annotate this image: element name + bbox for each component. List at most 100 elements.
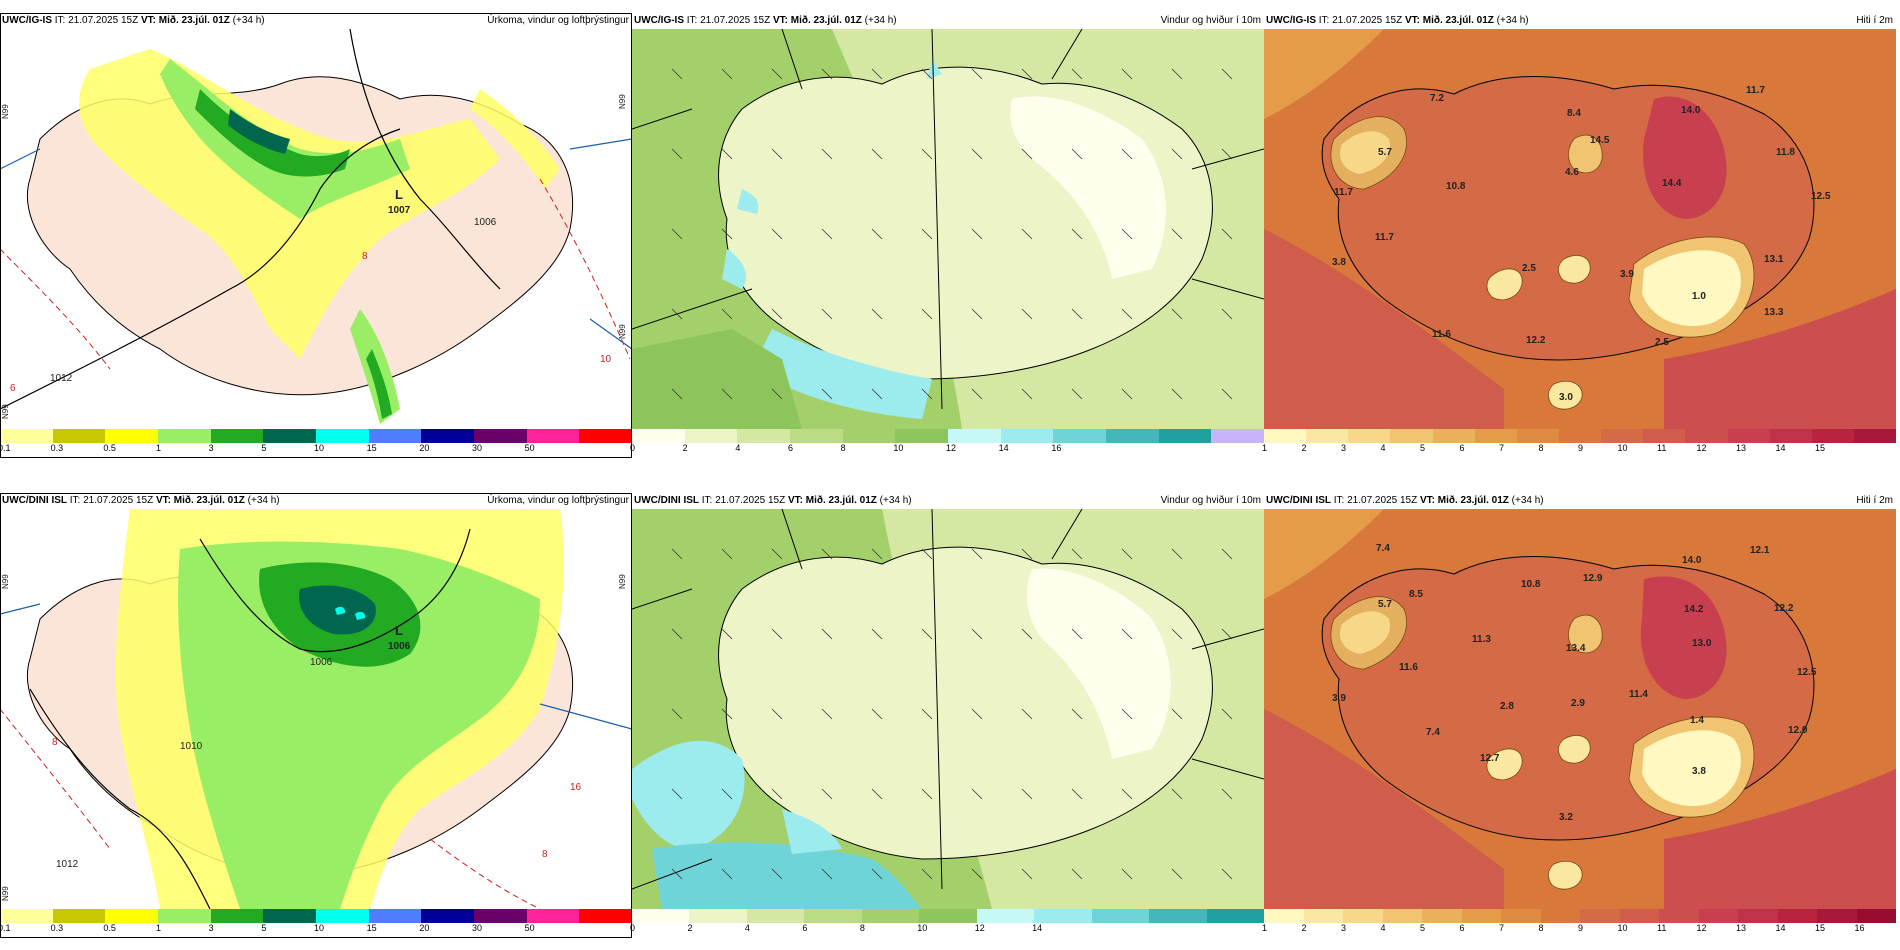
wind-map[interactable] bbox=[632, 29, 1264, 429]
tick-label: 5 bbox=[261, 443, 267, 453]
tick-label: 30 bbox=[472, 923, 483, 933]
temp-label: 7.4 bbox=[1426, 727, 1440, 738]
tick-label: 20 bbox=[419, 443, 430, 453]
tick-label: 5 bbox=[261, 923, 267, 933]
pressure-label: 1006 bbox=[474, 217, 497, 228]
temp-label: 11.4 bbox=[1629, 689, 1648, 700]
model-name: UWC/IG-IS bbox=[1266, 15, 1316, 26]
colorbar-swatch bbox=[1516, 429, 1559, 443]
colorbar-swatch bbox=[526, 909, 580, 923]
temp-label: 11.6 bbox=[1399, 662, 1418, 673]
colorbar-swatch bbox=[105, 909, 159, 923]
colorbar bbox=[632, 909, 1264, 923]
lat-label: N99 bbox=[618, 574, 627, 589]
colorbar-swatch bbox=[632, 429, 685, 443]
temp-label: 1.4 bbox=[1690, 715, 1704, 726]
tick-label: 11 bbox=[1657, 923, 1667, 933]
tick-label: 0.1 bbox=[0, 443, 11, 453]
colorbar-ticks: 1 2 3 4 5 6 7 8 9 10 11 12 13 14 15 bbox=[1262, 443, 1896, 455]
colorbar-swatch bbox=[746, 909, 805, 923]
tick-label: 2 bbox=[682, 443, 688, 453]
tick-label: 1 bbox=[1262, 923, 1268, 933]
vt-label: VT: bbox=[1404, 15, 1420, 26]
colorbar-swatch bbox=[1432, 429, 1475, 443]
colorbar-swatch bbox=[790, 429, 843, 443]
tick-label: 6 bbox=[1459, 923, 1465, 933]
colorbar-swatch bbox=[1264, 429, 1307, 443]
lead-time: (+34 h) bbox=[864, 15, 897, 26]
tick-label: 12 bbox=[1696, 923, 1707, 933]
panel-header: UWC/IG-IS IT: 21.07.2025 15Z VT: Mið. 23… bbox=[632, 13, 1264, 29]
tick-label: 16 bbox=[1051, 443, 1062, 453]
colorbar-swatch bbox=[1817, 909, 1857, 923]
lat-label: N99 bbox=[1, 404, 10, 419]
it-value: 21.07.2025 15Z bbox=[68, 15, 139, 26]
tick-label: 4 bbox=[744, 923, 750, 933]
panel-header: UWC/DINI ISL IT: 21.07.2025 15Z VT: Mið.… bbox=[0, 493, 632, 509]
colorbar-swatch bbox=[526, 429, 580, 443]
panel-dini-temp: UWC/DINI ISL IT: 21.07.2025 15Z VT: Mið.… bbox=[1262, 493, 1896, 938]
panel-title: Úrkoma, vindur og loftþrýstingur bbox=[487, 15, 629, 26]
colorbar-swatch bbox=[1158, 429, 1212, 443]
temp-label: 3.9 bbox=[1332, 693, 1346, 704]
temp-label: 3.8 bbox=[1332, 257, 1346, 268]
panel-dini-precip: UWC/DINI ISL IT: 21.07.2025 15Z VT: Mið.… bbox=[0, 493, 633, 938]
temp-label: 14.5 bbox=[1590, 135, 1610, 146]
colorbar-swatch bbox=[1659, 909, 1699, 923]
vt-label: VT: bbox=[1419, 495, 1435, 506]
panel-igis-precip: UWC/IG-IS IT: 21.07.2025 15Z VT: Mið. 23… bbox=[0, 13, 633, 458]
colorbar-swatch bbox=[368, 429, 422, 443]
panel-title: Vindur og hviður í 10m bbox=[1160, 15, 1261, 26]
temp-label: 12.2 bbox=[1774, 603, 1794, 614]
tick-label: 4 bbox=[735, 443, 741, 453]
colorbar-swatch bbox=[52, 909, 106, 923]
colorbar-swatch bbox=[1390, 429, 1433, 443]
temp-label: 11.8 bbox=[1776, 147, 1795, 158]
tick-label: 6 bbox=[788, 443, 794, 453]
pressure-label: 1012 bbox=[50, 373, 73, 384]
temp-label: 11.7 bbox=[1334, 187, 1353, 198]
tick-label: 1 bbox=[156, 443, 162, 453]
temperature-map[interactable]: 7.4 14.0 12.1 8.5 10.8 12.9 5.7 14.2 12.… bbox=[1264, 509, 1896, 909]
tick-label: 2 bbox=[1301, 923, 1307, 933]
colorbar-swatch bbox=[1501, 909, 1541, 923]
colorbar-swatch bbox=[1769, 429, 1812, 443]
colorbar-ticks: 0.1 0.3 0.5 1 3 5 10 15 20 30 50 bbox=[0, 443, 632, 455]
colorbar-swatch bbox=[1540, 909, 1580, 923]
temp-label: 10.8 bbox=[1446, 181, 1466, 192]
tick-label: 1 bbox=[1262, 443, 1268, 453]
pressure-label: 1010 bbox=[180, 741, 203, 752]
colorbar-swatch bbox=[1211, 429, 1265, 443]
colorbar-swatch bbox=[316, 909, 369, 923]
tick-label: 10 bbox=[1617, 923, 1628, 933]
colorbar-swatch bbox=[1474, 429, 1517, 443]
lat-label: N99 bbox=[618, 324, 627, 339]
precip-map[interactable]: L 1006 1006 1010 1012 8 8 16 N99 N99 N99 bbox=[0, 509, 632, 909]
wind-map-svg bbox=[632, 29, 1264, 429]
vt-value: Mið. 23.júl. 01Z bbox=[1437, 495, 1509, 506]
colorbar-swatch bbox=[1264, 909, 1304, 923]
temperature-map[interactable]: 7.2 8.4 14.0 11.7 5.7 14.5 11.8 11.7 10.… bbox=[1264, 29, 1896, 429]
colorbar-swatch bbox=[948, 429, 1001, 443]
tick-label: 10 bbox=[1617, 443, 1628, 453]
precip-map[interactable]: L 1007 1006 1012 10 8 6 N99 N99 N99 N99 bbox=[0, 29, 632, 429]
tick-label: 8 bbox=[840, 443, 846, 453]
temp-label: 12.9 bbox=[1583, 573, 1603, 584]
tick-label: 14 bbox=[998, 443, 1009, 453]
colorbar-swatch bbox=[1149, 909, 1207, 923]
tick-label: 50 bbox=[524, 923, 535, 933]
wind-map[interactable] bbox=[632, 509, 1264, 909]
temp-label: 12.7 bbox=[1480, 753, 1500, 764]
temp-label: 13.1 bbox=[1764, 254, 1784, 265]
it-value: 21.07.2025 15Z bbox=[1347, 495, 1418, 506]
tick-label: 5 bbox=[1420, 443, 1426, 453]
colorbar-swatch bbox=[474, 909, 527, 923]
colorbar-swatch bbox=[1558, 429, 1602, 443]
model-name: UWC/DINI ISL bbox=[1266, 495, 1331, 506]
pressure-label: 1012 bbox=[56, 859, 79, 870]
it-label: IT: bbox=[69, 495, 81, 506]
panel-title: Vindur og hviður í 10m bbox=[1160, 495, 1261, 506]
precip-map-svg: L 1007 1006 1012 10 8 6 N99 N99 N99 N99 bbox=[0, 29, 632, 429]
vt-value: Mið. 23.júl. 01Z bbox=[805, 495, 877, 506]
low-pressure-label: L bbox=[395, 623, 403, 638]
